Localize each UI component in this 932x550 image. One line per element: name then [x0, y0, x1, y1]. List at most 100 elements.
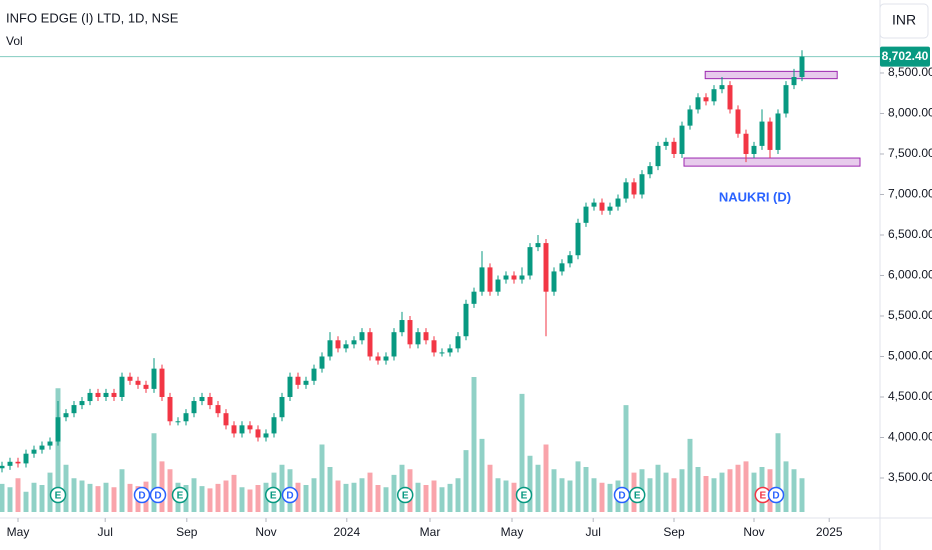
volume-bar	[223, 480, 229, 512]
y-tick-label: 8,000.00	[888, 106, 932, 120]
y-tick-label: 8,500.00	[888, 65, 932, 79]
candle-body	[87, 392, 93, 402]
zone	[683, 157, 861, 167]
volume-bar	[711, 478, 717, 512]
candle-body	[207, 396, 213, 406]
volume-bar	[791, 469, 797, 512]
x-tick-label: 2025	[816, 525, 843, 539]
y-tick-label: 4,000.00	[888, 430, 932, 444]
candle-body	[487, 267, 493, 292]
candle-body	[711, 89, 717, 102]
y-tick-label: 7,000.00	[888, 187, 932, 201]
candle-body	[495, 279, 501, 292]
event-label: E	[402, 491, 409, 502]
event-marker	[767, 486, 785, 504]
candle-body	[591, 202, 597, 207]
volume-bar	[487, 464, 493, 512]
volume-bar	[87, 483, 93, 512]
volume-bar	[431, 480, 437, 512]
volume-bar	[679, 469, 685, 512]
candle-body	[295, 376, 301, 385]
candle-body	[391, 332, 397, 357]
volume-bar	[199, 486, 205, 512]
candle-body	[215, 405, 221, 414]
volume-bar	[415, 482, 421, 512]
candle-body	[375, 356, 381, 361]
candle-body	[127, 376, 133, 381]
volume-bar	[103, 482, 109, 512]
volume-bar	[247, 489, 253, 512]
event-label: E	[177, 491, 184, 502]
volume-bar	[695, 467, 701, 512]
volume-bar	[367, 472, 373, 512]
volume-bar	[15, 478, 21, 512]
volume-bar	[303, 485, 309, 512]
candle-body	[79, 401, 85, 406]
volume-bar	[607, 483, 613, 512]
event-label: E	[55, 491, 62, 502]
volume-bar	[655, 464, 661, 512]
volume-bar	[439, 487, 445, 512]
volume-bar	[0, 483, 5, 512]
candle-body	[599, 202, 605, 211]
candle-body	[287, 376, 293, 397]
x-tick-label: Sep	[663, 525, 685, 539]
event-marker	[171, 486, 189, 504]
candle-body	[767, 121, 773, 150]
candle-body	[143, 384, 149, 389]
candle-body	[327, 340, 333, 357]
candle-body	[383, 356, 389, 361]
volume-bar	[127, 483, 133, 512]
candle-body	[103, 392, 109, 397]
candle-body	[335, 340, 341, 349]
event-label: D	[772, 491, 779, 502]
event-label: D	[138, 491, 145, 502]
volume-bar	[455, 478, 461, 512]
volume-bar	[311, 478, 317, 512]
candle-body	[791, 77, 797, 86]
event-marker	[133, 486, 151, 504]
volume-bar	[63, 464, 69, 512]
volume-bar	[575, 461, 581, 512]
candle-body	[535, 243, 541, 248]
candle-body	[135, 380, 141, 385]
volume-bar	[471, 377, 477, 512]
candle-body	[431, 340, 437, 353]
currency[interactable]: INR	[892, 12, 916, 28]
candle-body	[191, 401, 197, 414]
volume-bar	[79, 480, 85, 512]
volume-bar	[327, 467, 333, 512]
candle-body	[743, 133, 749, 154]
currency-button[interactable]	[879, 3, 929, 39]
candle-body	[31, 449, 37, 454]
candle-body	[719, 85, 725, 90]
volume-bar	[743, 461, 749, 512]
candle-body	[359, 332, 365, 341]
candle-body	[639, 174, 645, 195]
candle-body	[119, 376, 125, 397]
candle-body	[479, 267, 485, 292]
event-label: D	[286, 491, 293, 502]
candle-body	[151, 368, 157, 389]
volume-bar	[727, 469, 733, 512]
candle-body	[655, 145, 661, 167]
candle-body	[439, 352, 445, 354]
candle-body	[783, 85, 789, 114]
candle-body	[567, 255, 573, 264]
candle-body	[55, 417, 61, 442]
volume-bar	[111, 487, 117, 512]
volume-bar	[503, 480, 509, 512]
event-label: E	[759, 491, 766, 502]
last-price-box	[880, 46, 930, 67]
candle-body	[167, 396, 173, 422]
candle-body	[399, 320, 405, 333]
event-marker	[149, 486, 167, 504]
last-price-label: 8,702.40	[882, 49, 929, 63]
volume-bar	[159, 461, 165, 512]
volume-bar	[559, 478, 565, 512]
candle-body	[319, 356, 325, 369]
volume-bar	[535, 464, 541, 512]
